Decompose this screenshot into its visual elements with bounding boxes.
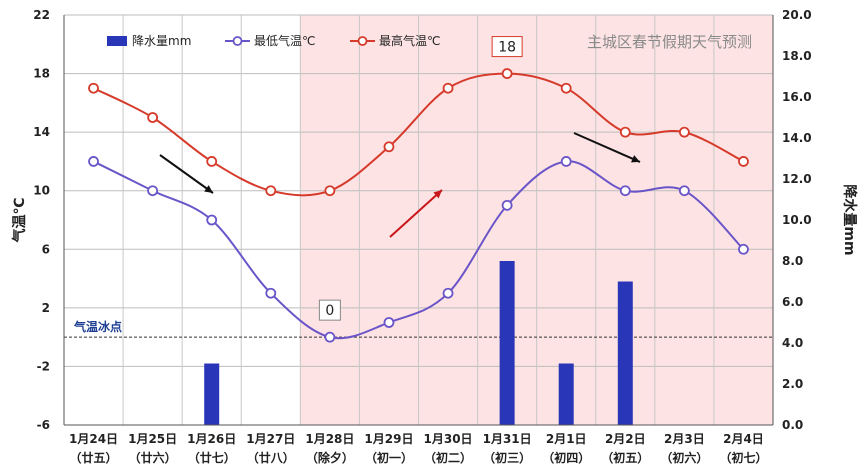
y-left-axis-title: 气温℃ xyxy=(11,197,28,243)
y-right-tick-label: 14.0 xyxy=(782,131,812,145)
data-point xyxy=(442,82,454,94)
x-tick-label: 1月26日 xyxy=(187,432,236,446)
data-point xyxy=(619,185,631,197)
data-point xyxy=(147,185,159,197)
precipitation-bar xyxy=(558,363,574,425)
trend-arrow xyxy=(573,132,641,163)
y-right-tick-label: 20.0 xyxy=(782,8,812,22)
legend-swatch-precip xyxy=(107,36,127,46)
x-tick-label: 2月1日 xyxy=(546,432,587,446)
data-point xyxy=(501,68,513,79)
x-tick-label: 1月24日 xyxy=(69,432,118,446)
trend-arrow-head xyxy=(631,155,640,163)
temperature-line xyxy=(93,72,744,197)
value-annotation: 18 xyxy=(498,40,516,56)
y-right-tick-label: 0.0 xyxy=(782,418,803,432)
x-tick-sublabel: （初七） xyxy=(719,450,767,465)
x-tick-sublabel: （除夕） xyxy=(306,450,354,465)
legend-label-precip: 降水量mm xyxy=(132,34,191,48)
x-tick-label: 1月27日 xyxy=(246,432,295,446)
y-left-tick-label: 18 xyxy=(33,67,50,81)
precipitation-bar xyxy=(617,281,633,425)
x-tick-label: 2月4日 xyxy=(723,432,764,446)
x-tick-label: 1月28日 xyxy=(305,432,354,446)
legend-marker-min xyxy=(232,36,243,46)
data-point xyxy=(324,331,336,343)
x-tick-sublabel: （初三） xyxy=(483,450,531,465)
y-right-tick-label: 4.0 xyxy=(782,336,803,350)
data-point xyxy=(619,126,631,138)
data-point xyxy=(206,156,218,167)
x-tick-sublabel: （初二） xyxy=(424,450,472,465)
trend-arrow-head xyxy=(433,190,442,199)
precipitation-bar xyxy=(204,363,220,425)
x-tick-label: 2月3日 xyxy=(664,432,705,446)
freezing-label: 气温冰点 xyxy=(73,319,122,334)
x-tick-label: 1月29日 xyxy=(364,432,413,446)
data-point xyxy=(560,156,572,167)
precipitation-bars xyxy=(204,261,633,425)
x-tick-sublabel: （初六） xyxy=(660,450,708,465)
data-point xyxy=(738,156,749,167)
y-right-tick-label: 2.0 xyxy=(782,377,803,391)
legend-label-max: 最高气温℃ xyxy=(379,33,440,48)
x-tick-sublabel: （初四） xyxy=(542,450,590,465)
legend-marker-max xyxy=(357,36,368,46)
data-point xyxy=(560,82,572,94)
value-annotation-box xyxy=(491,36,523,58)
temperature-lines xyxy=(88,68,749,343)
y-left-tick-label: 14 xyxy=(33,125,50,139)
x-tick-sublabel: （廿五） xyxy=(70,450,118,465)
y-right-tick-label: 8.0 xyxy=(782,254,803,268)
trend-arrow-head xyxy=(204,185,213,193)
data-point xyxy=(442,287,454,299)
value-annotation: 0 xyxy=(325,303,334,319)
data-point xyxy=(265,287,277,299)
x-tick-sublabel: （廿六） xyxy=(129,450,177,465)
data-point xyxy=(265,185,277,197)
data-point xyxy=(383,317,395,328)
chart-title: 主城区春节假期天气预测 xyxy=(587,33,752,51)
y-right-tick-label: 16.0 xyxy=(782,90,812,104)
y-left-tick-label: 2 xyxy=(42,301,50,315)
data-point xyxy=(678,126,690,138)
data-point xyxy=(738,243,749,255)
y-right-tick-label: 12.0 xyxy=(782,172,812,186)
y-left-tick-label: 6 xyxy=(42,242,50,256)
y-right-tick-label: 6.0 xyxy=(782,295,803,309)
x-tick-label: 2月2日 xyxy=(605,432,646,446)
data-point xyxy=(147,112,159,123)
x-tick-sublabel: （初五） xyxy=(601,450,649,465)
data-point xyxy=(383,141,395,153)
x-tick-sublabel: （廿八） xyxy=(247,450,295,465)
data-point xyxy=(324,185,336,197)
y-right-tick-label: 10.0 xyxy=(782,213,812,227)
grid xyxy=(64,14,773,426)
trend-arrow xyxy=(159,154,214,194)
labels: 气温冰点 18 0 -6 -2 2 6 10 14 18 22 0.0 2.0 4.0 6.0 8.0 10.0… xyxy=(11,8,858,465)
precipitation-bar xyxy=(499,261,515,425)
data-point xyxy=(678,185,690,197)
y-left-tick-label: -6 xyxy=(37,418,50,432)
legend-label-min: 最低气温℃ xyxy=(254,33,315,48)
x-tick-label: 1月30日 xyxy=(424,432,473,446)
data-point xyxy=(88,82,99,94)
data-point xyxy=(501,199,513,211)
y-left-tick-label: 10 xyxy=(33,184,50,198)
y-left-tick-label: -2 xyxy=(37,359,50,373)
x-tick-sublabel: （初一） xyxy=(365,450,413,465)
x-tick-label: 1月31日 xyxy=(483,432,532,446)
x-tick-sublabel: （廿七） xyxy=(188,450,236,465)
y-right-axis-title: 降水量mm xyxy=(841,184,858,255)
data-point xyxy=(88,156,99,167)
y-right-tick-label: 18.0 xyxy=(782,49,812,63)
x-tick-label: 1月25日 xyxy=(128,432,177,446)
data-point xyxy=(206,214,218,226)
trend-arrow xyxy=(389,189,443,238)
value-annotation-box xyxy=(318,299,341,321)
y-left-tick-label: 22 xyxy=(33,8,50,22)
axes xyxy=(63,15,774,426)
